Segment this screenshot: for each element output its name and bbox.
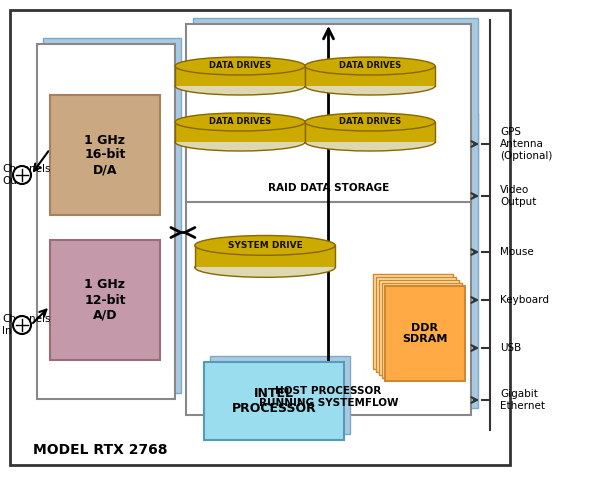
Text: GPS
Antenna
(Optional): GPS Antenna (Optional)	[500, 127, 553, 161]
Text: DATA DRIVES: DATA DRIVES	[339, 62, 401, 70]
Bar	[50, 95, 160, 215]
Bar	[10, 10, 510, 465]
Text: DATA DRIVES: DATA DRIVES	[209, 62, 271, 70]
Text: MODEL RTX 2768: MODEL RTX 2768	[33, 443, 167, 457]
Bar	[305, 122, 435, 142]
Text: 1 GHz
12-bit
A/D: 1 GHz 12-bit A/D	[84, 279, 126, 321]
Bar	[175, 66, 305, 86]
Ellipse shape	[175, 113, 305, 131]
Text: SYSTEM DRIVE: SYSTEM DRIVE	[227, 241, 302, 250]
Text: Channels
In: Channels In	[2, 314, 50, 336]
Ellipse shape	[175, 57, 305, 75]
Ellipse shape	[175, 77, 305, 95]
Bar	[37, 44, 175, 399]
Bar	[193, 113, 478, 408]
Text: Gigabit
Ethernet: Gigabit Ethernet	[500, 389, 545, 411]
Text: Keyboard: Keyboard	[500, 295, 549, 305]
Bar	[186, 120, 471, 415]
Bar	[195, 245, 335, 268]
Ellipse shape	[305, 77, 435, 95]
Text: Channels
Out: Channels Out	[2, 164, 50, 186]
Circle shape	[13, 316, 31, 334]
Bar	[376, 277, 456, 372]
Bar	[186, 24, 471, 202]
Text: DATA DRIVES: DATA DRIVES	[209, 118, 271, 126]
Text: DDR
SDRAM: DDR SDRAM	[403, 323, 448, 344]
Text: DATA DRIVES: DATA DRIVES	[339, 118, 401, 126]
Bar	[382, 283, 462, 378]
Bar	[305, 66, 435, 86]
Bar	[379, 280, 459, 375]
Text: 1 GHz
16-bit
D/A: 1 GHz 16-bit D/A	[85, 134, 125, 176]
Text: HOST PROCESSOR
RUNNING SYSTEMFLOW: HOST PROCESSOR RUNNING SYSTEMFLOW	[259, 386, 398, 408]
Text: Mouse: Mouse	[500, 247, 534, 257]
Ellipse shape	[305, 113, 435, 131]
Text: INTEL
PROCESSOR: INTEL PROCESSOR	[232, 387, 316, 415]
Ellipse shape	[305, 57, 435, 75]
Text: RAID DATA STORAGE: RAID DATA STORAGE	[268, 183, 389, 193]
Bar	[43, 38, 181, 393]
Bar	[50, 240, 160, 360]
Ellipse shape	[305, 133, 435, 151]
Text: USB: USB	[500, 343, 521, 353]
Bar	[204, 362, 344, 440]
Text: Video
Output: Video Output	[500, 185, 536, 207]
Bar	[385, 286, 465, 381]
Ellipse shape	[195, 257, 335, 277]
Ellipse shape	[175, 133, 305, 151]
Ellipse shape	[195, 236, 335, 255]
Bar	[210, 356, 350, 434]
Bar	[193, 18, 478, 196]
Circle shape	[13, 166, 31, 184]
Bar	[175, 122, 305, 142]
Bar	[373, 274, 453, 369]
